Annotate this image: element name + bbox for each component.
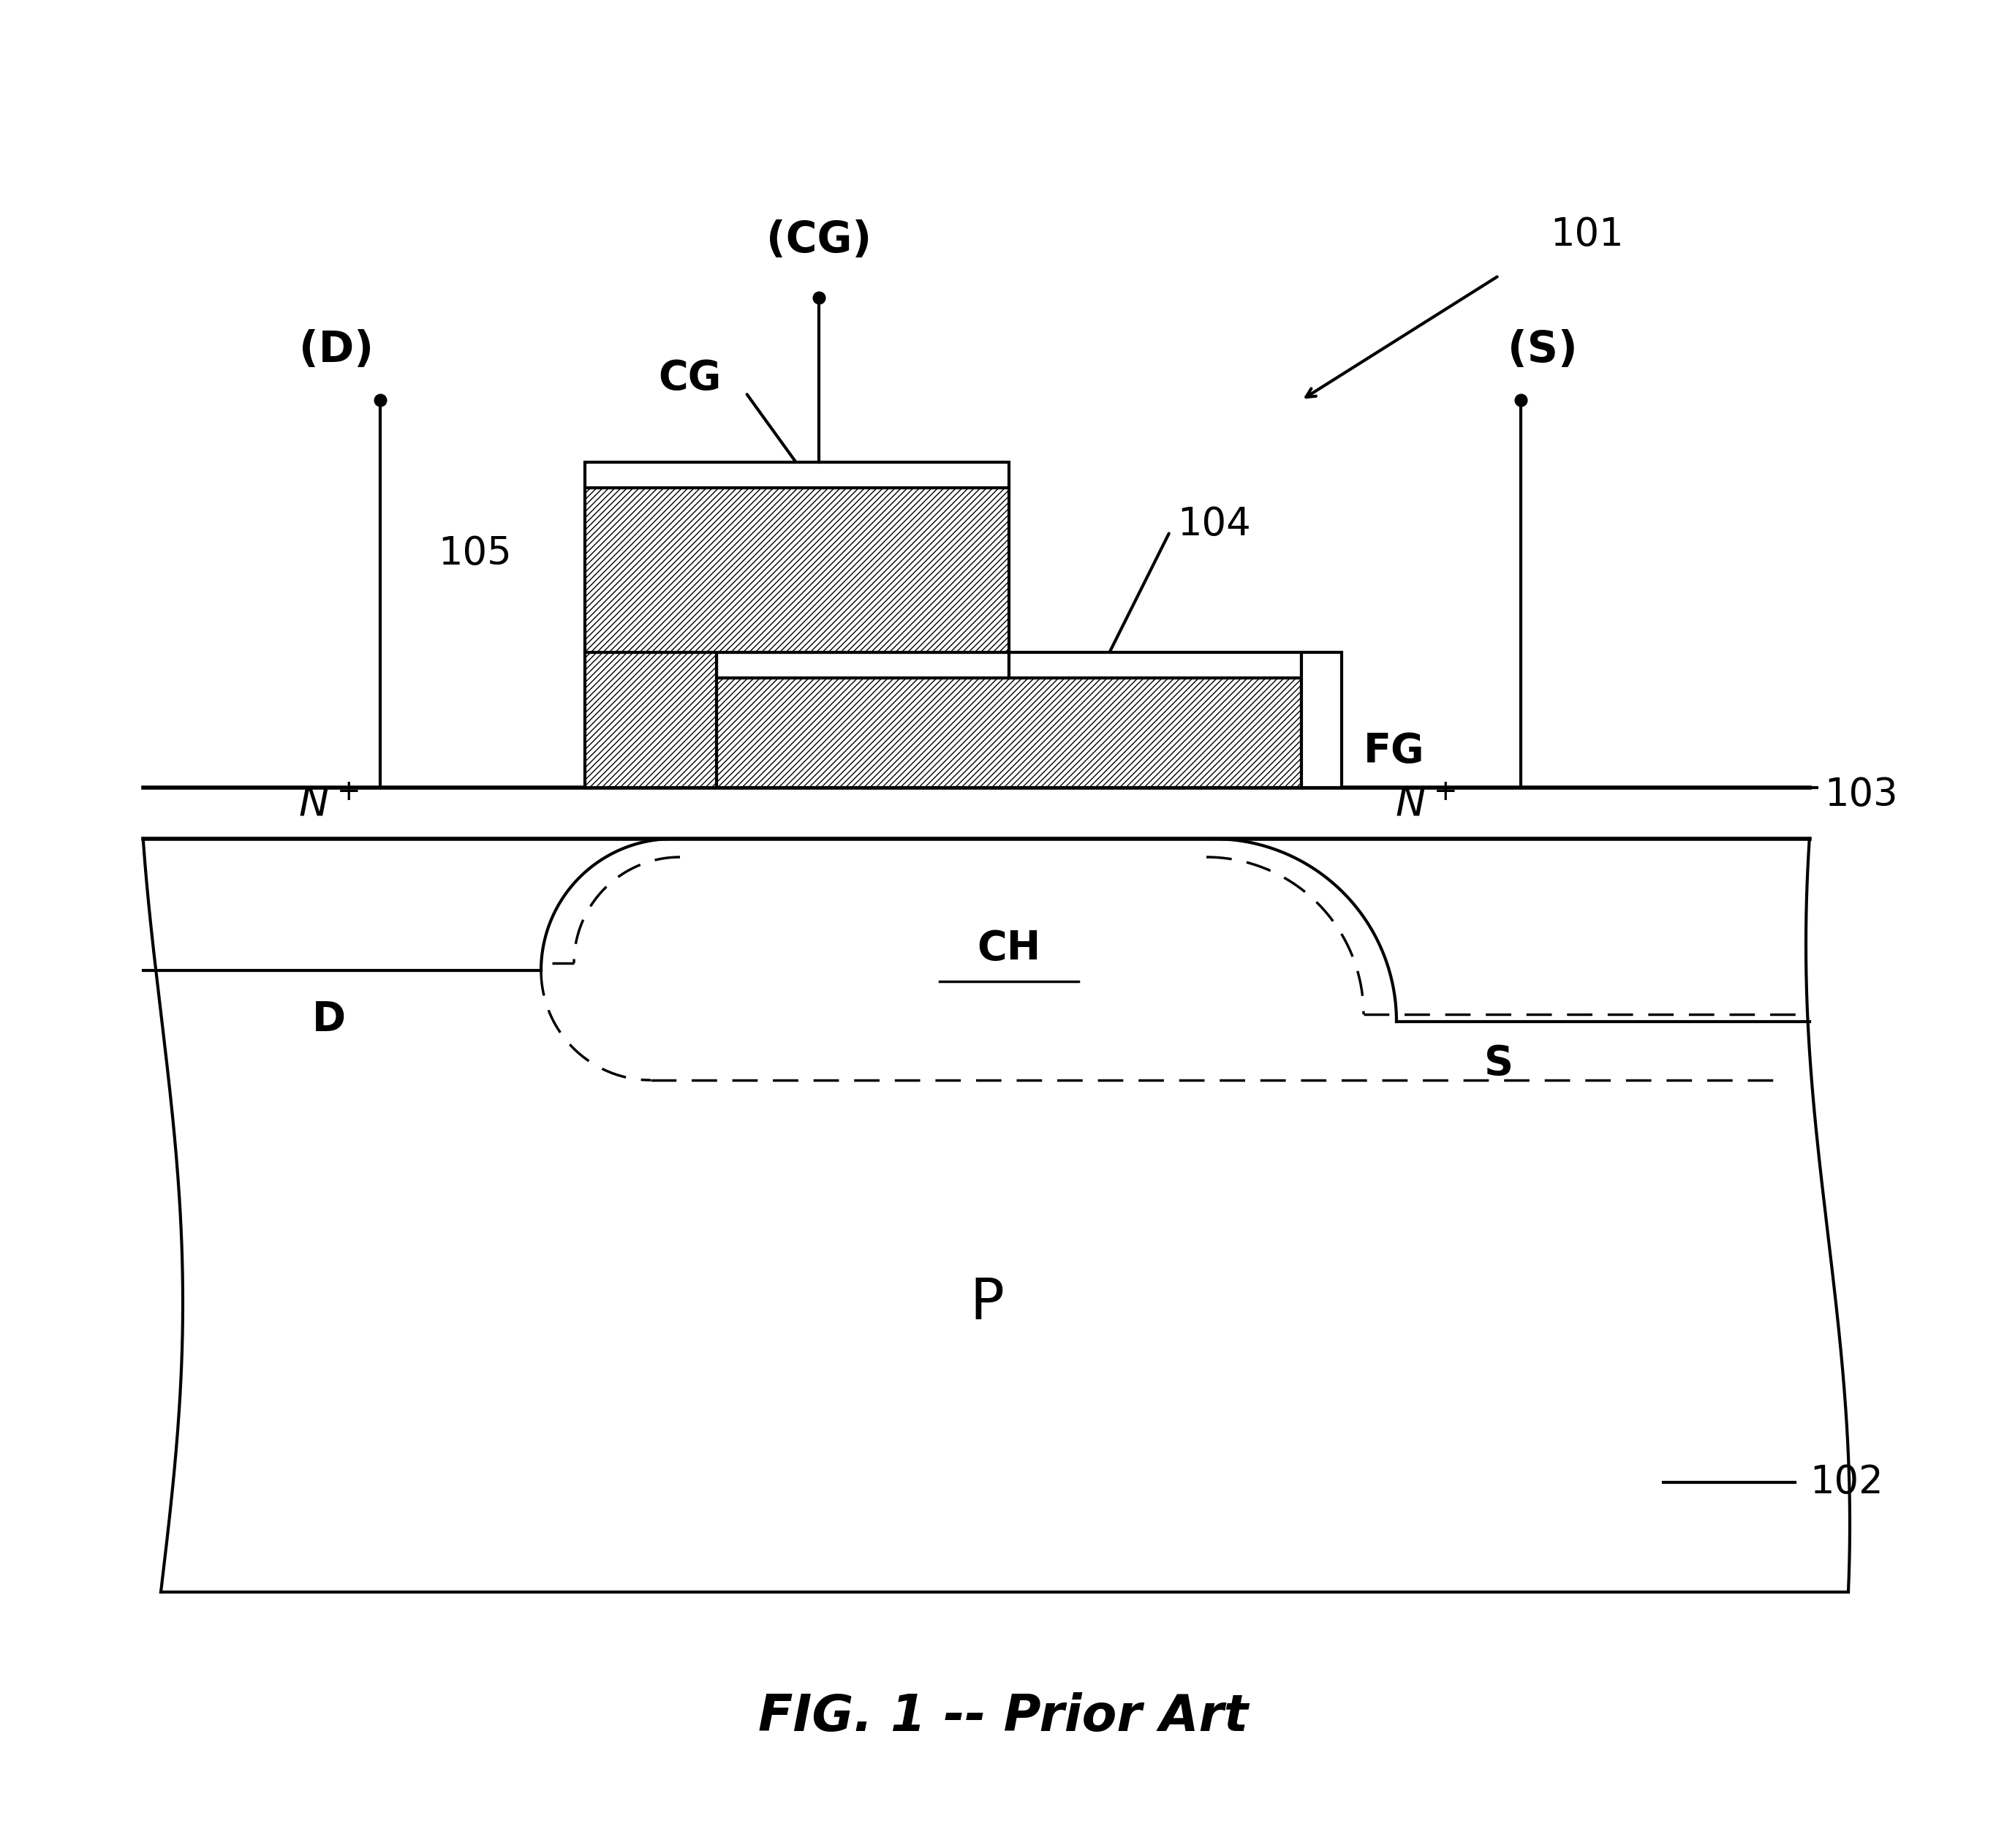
- Text: (S): (S): [1507, 329, 1578, 371]
- Text: FG: FG: [1363, 732, 1425, 771]
- Polygon shape: [142, 839, 1850, 1591]
- Text: S: S: [1485, 1044, 1513, 1083]
- Text: $N^+$: $N^+$: [299, 785, 359, 824]
- Bar: [584, 462, 1010, 488]
- Bar: [584, 652, 716, 787]
- Text: 101: 101: [1549, 216, 1624, 253]
- Bar: [1301, 652, 1341, 787]
- Text: CH: CH: [977, 930, 1042, 968]
- Text: (D): (D): [299, 329, 373, 371]
- Text: (CG): (CG): [767, 220, 871, 261]
- Text: D: D: [313, 1000, 345, 1039]
- Bar: [142, 787, 1810, 839]
- Bar: [1010, 652, 1301, 678]
- Text: CG: CG: [658, 359, 721, 397]
- Text: 104: 104: [1178, 505, 1250, 543]
- Text: 102: 102: [1810, 1464, 1883, 1501]
- Text: FIG. 1 -- Prior Art: FIG. 1 -- Prior Art: [759, 1693, 1248, 1741]
- Text: 105: 105: [438, 534, 512, 573]
- Bar: [716, 678, 1301, 787]
- Bar: [584, 488, 1010, 652]
- Text: $N^+$: $N^+$: [1395, 785, 1457, 824]
- Bar: [716, 652, 1010, 678]
- Text: 103: 103: [1824, 776, 1897, 813]
- Text: A: A: [937, 673, 965, 708]
- Text: P: P: [969, 1275, 1004, 1331]
